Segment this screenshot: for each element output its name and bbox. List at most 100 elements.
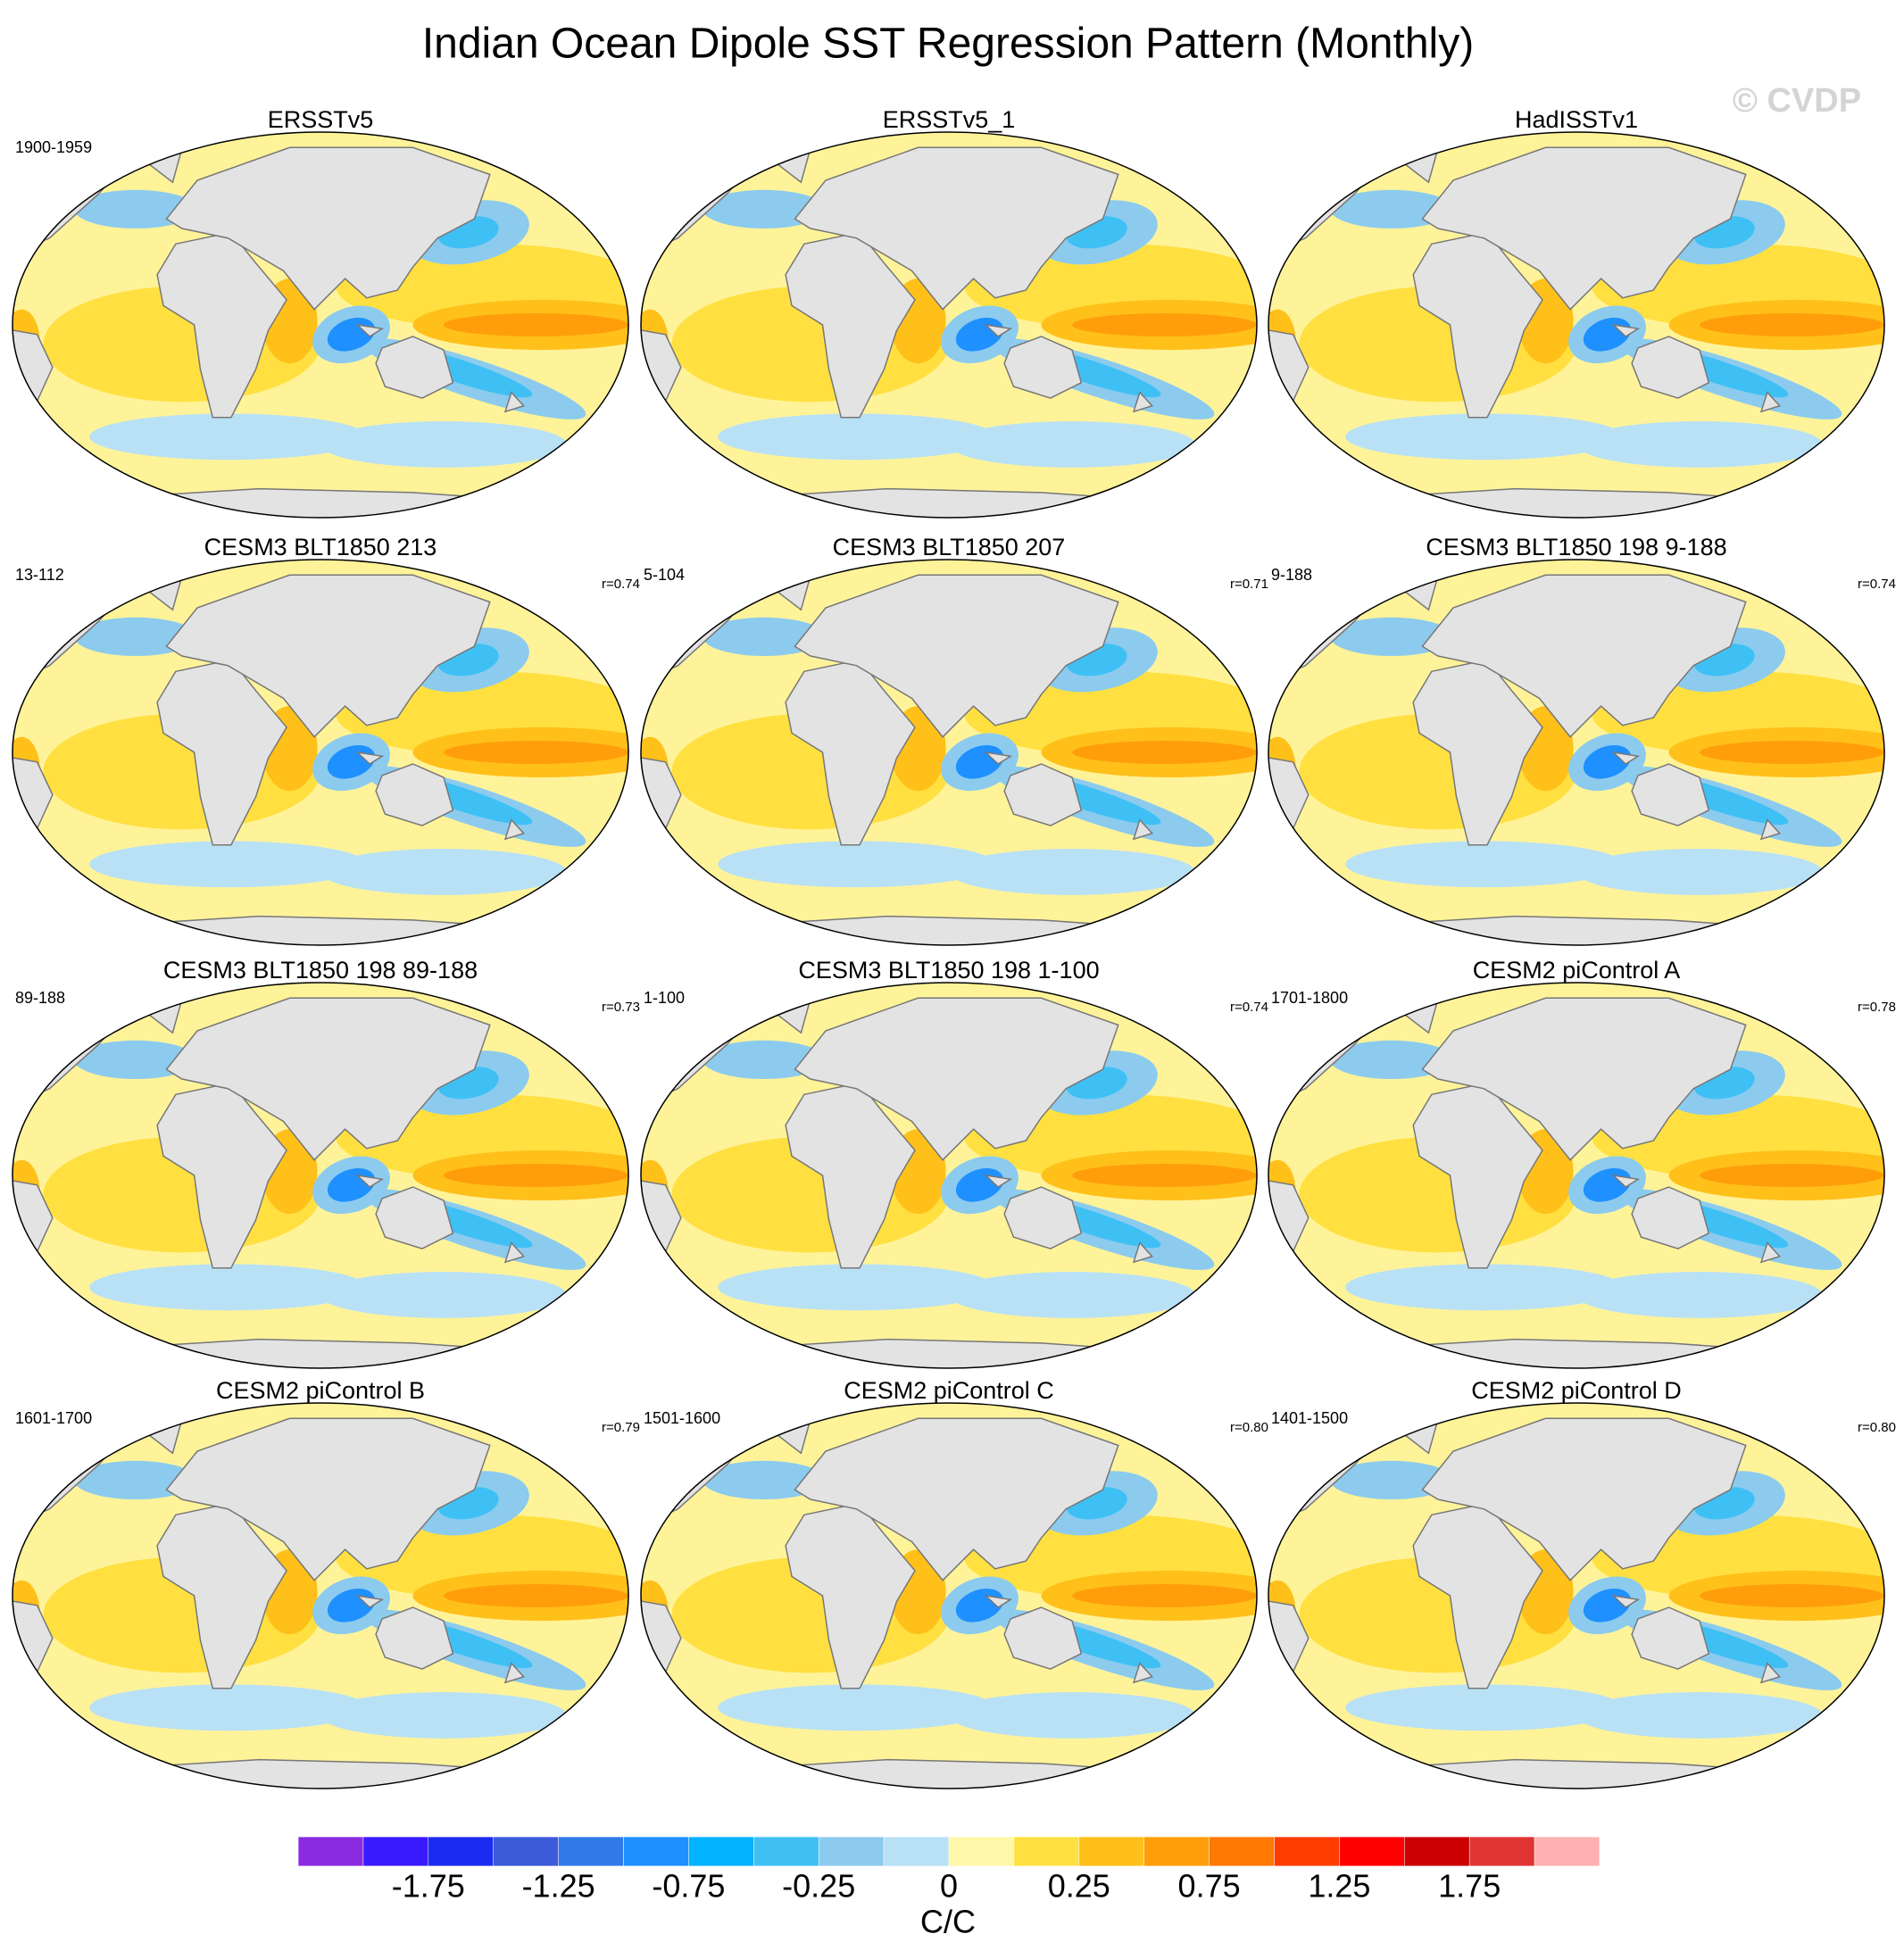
colorbar-tick-label: 0.75 [1178, 1868, 1241, 1905]
sst-pattern [1700, 1164, 1884, 1187]
sst-pattern [949, 421, 1195, 468]
colorbar-box [1014, 1837, 1079, 1866]
panel-title: ERSSTv5 [268, 106, 374, 133]
sst-pattern [718, 413, 995, 460]
colorbar-box [884, 1837, 949, 1866]
colorbar-box [494, 1837, 559, 1866]
panel-title: CESM2 piControl B [216, 1377, 425, 1404]
map-panel: HadISSTv1 [1238, 106, 1904, 556]
panel-period: 1900-1959 [15, 138, 92, 156]
sst-pattern [320, 1272, 567, 1318]
sst-pattern [320, 1692, 567, 1739]
colorbar-tick-label: -1.25 [522, 1868, 595, 1905]
sst-pattern [89, 413, 367, 460]
sst-pattern [718, 841, 995, 887]
land [1361, 1760, 1824, 1828]
colorbar-box [1534, 1837, 1600, 1866]
sst-pattern [1345, 1684, 1623, 1731]
sst-pattern [1700, 313, 1884, 336]
pattern-correlation: r=0.80 [1230, 1420, 1268, 1435]
sst-pattern [1345, 1264, 1623, 1310]
sst-pattern [1072, 313, 1257, 336]
sst-pattern [1576, 421, 1823, 468]
panel-period: 1701-1800 [1271, 989, 1348, 1007]
sst-pattern [444, 1164, 628, 1187]
panel-period: 1501-1600 [644, 1409, 720, 1427]
sst-pattern [949, 1272, 1195, 1318]
sst-pattern [320, 849, 567, 895]
panel-title: ERSSTv5_1 [883, 106, 1016, 133]
map-field [0, 1403, 671, 1827]
land [734, 1760, 1196, 1828]
figure-title: Indian Ocean Dipole SST Regression Patte… [422, 21, 1474, 68]
pattern-correlation: r=0.80 [1858, 1420, 1896, 1435]
map-field [0, 132, 671, 556]
sst-pattern [89, 841, 367, 887]
panel-title: CESM2 piControl C [844, 1377, 1054, 1404]
sst-pattern [444, 741, 628, 764]
colorbar-box [363, 1837, 428, 1866]
panel-period: 1-100 [644, 989, 685, 1007]
sst-pattern [1576, 849, 1823, 895]
pattern-correlation: r=0.74 [1230, 1000, 1268, 1015]
map-field [0, 560, 671, 984]
colorbar-box [688, 1837, 753, 1866]
colorbar-box [1275, 1837, 1340, 1866]
panel-period: 5-104 [644, 566, 685, 584]
watermark: © CVDP [1733, 82, 1861, 120]
sst-pattern [1700, 741, 1884, 764]
colorbar-box [428, 1837, 494, 1866]
pattern-correlation: r=0.78 [1858, 1000, 1896, 1015]
colorbar-tick-label: 1.25 [1308, 1868, 1370, 1905]
colorbar-box [1469, 1837, 1534, 1866]
sst-pattern [1072, 1164, 1257, 1187]
map-field [611, 132, 1301, 556]
sst-pattern [1345, 841, 1623, 887]
sst-pattern [89, 1264, 367, 1310]
colorbar-tick-label: 0.25 [1048, 1868, 1110, 1905]
colorbar-box [753, 1837, 819, 1866]
colorbar-box [559, 1837, 624, 1866]
sst-pattern [1576, 1272, 1823, 1318]
map-field [611, 983, 1301, 1407]
panel-period: 1401-1500 [1271, 1409, 1348, 1427]
panel-title: CESM3 BLT1850 198 89-188 [163, 957, 478, 984]
sst-pattern [320, 421, 567, 468]
pattern-correlation: r=0.79 [602, 1420, 640, 1435]
colorbar-box [1079, 1837, 1144, 1866]
colorbar-label: C/C [920, 1904, 976, 1940]
sst-pattern [718, 1684, 995, 1731]
panel-title: HadISSTv1 [1515, 106, 1638, 133]
panel-period: 9-188 [1271, 566, 1312, 584]
sst-pattern [949, 1692, 1195, 1739]
colorbar-tick-label: 0 [940, 1868, 958, 1905]
colorbar-tick-label: -1.75 [392, 1868, 465, 1905]
colorbar-box [624, 1837, 689, 1866]
panel-period: 1601-1700 [15, 1409, 92, 1427]
pattern-correlation: r=0.74 [602, 577, 640, 592]
sst-pattern [949, 849, 1195, 895]
map-field [0, 983, 671, 1407]
sst-pattern [718, 1264, 995, 1310]
colorbar-box [1404, 1837, 1469, 1866]
panel-title: CESM2 piControl D [1471, 1377, 1682, 1404]
colorbar-box [1339, 1837, 1404, 1866]
pattern-correlation: r=0.74 [1858, 577, 1896, 592]
sst-pattern [89, 1684, 367, 1731]
colorbar-box [949, 1837, 1014, 1866]
pattern-correlation: r=0.73 [602, 1000, 640, 1015]
map-field [611, 560, 1301, 984]
map-panel: CESM2 piControl C 1501-1600 r=0.80 [611, 1377, 1301, 1827]
panel-title: CESM3 BLT1850 213 [204, 534, 437, 560]
land [105, 1760, 568, 1828]
colorbar-box [298, 1837, 363, 1866]
colorbar-tick-label: 1.75 [1438, 1868, 1501, 1905]
map-panel: ERSSTv5 1900-1959 [0, 106, 671, 556]
